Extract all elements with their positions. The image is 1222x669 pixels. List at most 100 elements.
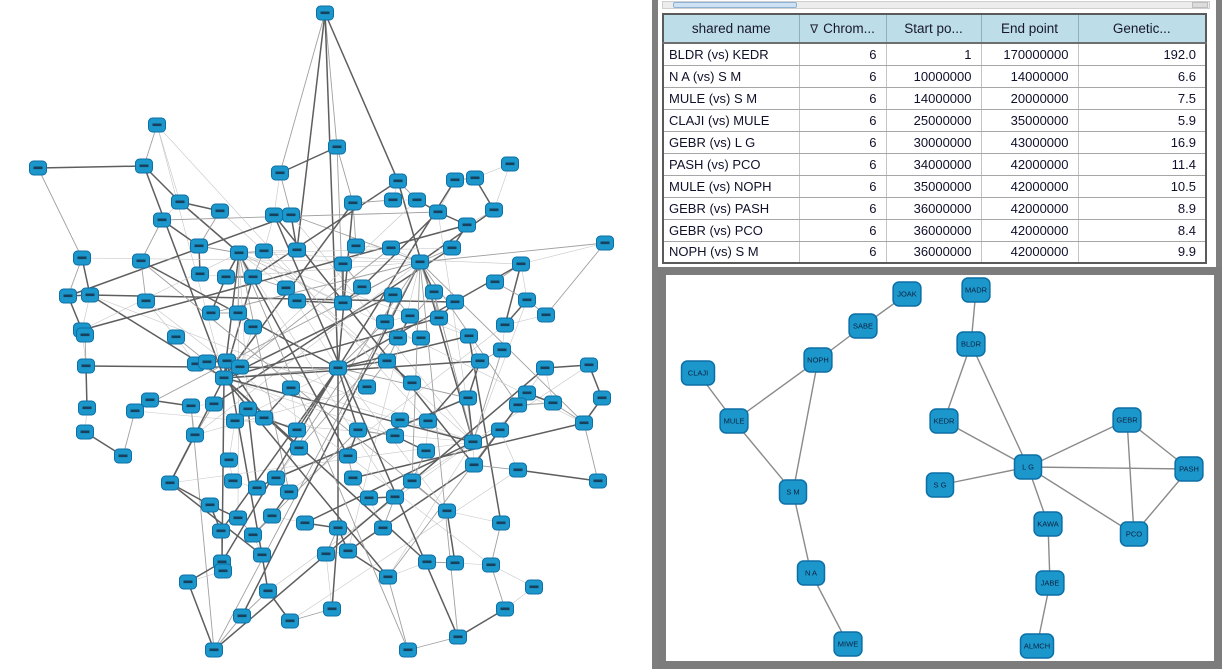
network-node[interactable] bbox=[81, 287, 99, 303]
cell-shared-name[interactable]: N A (vs) S M bbox=[663, 65, 800, 88]
main-network-view[interactable] bbox=[0, 0, 652, 669]
network-node[interactable] bbox=[418, 554, 436, 570]
network-node[interactable] bbox=[382, 240, 400, 256]
network-node[interactable] bbox=[417, 443, 435, 459]
network-node[interactable] bbox=[76, 424, 94, 440]
cell-value[interactable]: 8.9 bbox=[1078, 197, 1207, 220]
cell-value[interactable]: 6 bbox=[799, 131, 887, 154]
network-node[interactable] bbox=[253, 547, 271, 563]
network-node[interactable] bbox=[446, 294, 464, 310]
network-node[interactable] bbox=[239, 401, 257, 417]
network-node[interactable] bbox=[471, 353, 489, 369]
cell-shared-name[interactable]: GEBR (vs) PASH bbox=[663, 197, 800, 220]
subnetwork-node-claji[interactable]: CLAJI bbox=[680, 360, 716, 386]
network-node[interactable] bbox=[430, 310, 448, 326]
network-node[interactable] bbox=[78, 400, 96, 416]
main-network-canvas[interactable] bbox=[0, 0, 652, 669]
cell-value[interactable]: 42000000 bbox=[981, 241, 1079, 264]
network-node[interactable] bbox=[482, 557, 500, 573]
network-node[interactable] bbox=[328, 139, 346, 155]
cell-value[interactable]: 6 bbox=[799, 197, 887, 220]
network-node[interactable] bbox=[215, 370, 233, 386]
cell-value[interactable]: 8.4 bbox=[1078, 219, 1207, 242]
network-node[interactable] bbox=[281, 613, 299, 629]
network-node[interactable] bbox=[317, 546, 335, 562]
scrollbar-thumb[interactable] bbox=[673, 2, 797, 8]
network-node[interactable] bbox=[460, 328, 478, 344]
network-node[interactable] bbox=[425, 284, 443, 300]
network-node[interactable] bbox=[446, 555, 464, 571]
cell-shared-name[interactable]: BLDR (vs) KEDR bbox=[663, 43, 800, 66]
network-node[interactable] bbox=[224, 473, 242, 489]
cell-value[interactable]: 170000000 bbox=[981, 43, 1079, 66]
network-node[interactable] bbox=[217, 269, 235, 285]
network-node[interactable] bbox=[182, 398, 200, 414]
network-node[interactable] bbox=[296, 515, 314, 531]
network-node[interactable] bbox=[288, 242, 306, 258]
cell-value[interactable]: 6.6 bbox=[1078, 65, 1207, 88]
cell-value[interactable]: 6 bbox=[799, 175, 887, 198]
network-node[interactable] bbox=[374, 520, 392, 536]
network-node[interactable] bbox=[438, 503, 456, 519]
network-node[interactable] bbox=[179, 574, 197, 590]
cell-value[interactable]: 11.4 bbox=[1078, 153, 1207, 176]
network-node[interactable] bbox=[191, 266, 209, 282]
cell-shared-name[interactable]: GEBR (vs) PCO bbox=[663, 219, 800, 242]
network-node[interactable] bbox=[464, 434, 482, 450]
network-node[interactable] bbox=[408, 192, 426, 208]
cell-shared-name[interactable]: CLAJI (vs) MULE bbox=[663, 109, 800, 132]
network-node[interactable] bbox=[153, 212, 171, 228]
subnetwork-node-lg[interactable]: L G bbox=[1013, 454, 1043, 480]
subnetwork-node-mule[interactable]: MULE bbox=[719, 408, 749, 434]
network-node[interactable] bbox=[161, 475, 179, 491]
network-node[interactable] bbox=[496, 601, 514, 617]
network-node[interactable] bbox=[492, 515, 510, 531]
scrollbar-end-button[interactable] bbox=[1192, 2, 1208, 8]
network-node[interactable] bbox=[485, 202, 503, 218]
network-node[interactable] bbox=[132, 253, 150, 269]
network-node[interactable] bbox=[265, 207, 283, 223]
network-node[interactable] bbox=[446, 172, 464, 188]
network-node[interactable] bbox=[244, 269, 262, 285]
cell-value[interactable]: 6 bbox=[799, 153, 887, 176]
network-node[interactable] bbox=[512, 256, 530, 272]
network-node[interactable] bbox=[277, 280, 295, 296]
cell-shared-name[interactable]: GEBR (vs) L G bbox=[663, 131, 800, 154]
subnetwork-node-miwe[interactable]: MIWE bbox=[833, 631, 863, 657]
cell-value[interactable]: 30000000 bbox=[886, 131, 982, 154]
cell-value[interactable]: 36000000 bbox=[886, 241, 982, 264]
network-node[interactable] bbox=[411, 254, 429, 270]
cell-shared-name[interactable]: NOPH (vs) S M bbox=[663, 241, 800, 264]
column-header-sharedname[interactable]: shared name bbox=[663, 14, 800, 44]
subnetwork-node-pco[interactable]: PCO bbox=[1119, 521, 1149, 547]
network-node[interactable] bbox=[190, 238, 208, 254]
network-node[interactable] bbox=[339, 543, 357, 559]
network-node[interactable] bbox=[205, 642, 223, 658]
network-node[interactable] bbox=[211, 203, 229, 219]
network-node[interactable] bbox=[518, 385, 536, 401]
network-node[interactable] bbox=[76, 327, 94, 343]
table-row[interactable]: BLDR (vs) KEDR 6 1 170000000 192.0 bbox=[663, 43, 1207, 66]
network-node[interactable] bbox=[212, 523, 230, 539]
table-row[interactable]: MULE (vs) S M 6 14000000 20000000 7.5 bbox=[663, 87, 1207, 110]
subnetwork-node-almch[interactable]: ALMCH bbox=[1019, 633, 1055, 659]
cell-value[interactable]: 6 bbox=[799, 43, 887, 66]
cell-shared-name[interactable]: MULE (vs) NOPH bbox=[663, 175, 800, 198]
cell-value[interactable]: 6 bbox=[799, 219, 887, 242]
subnetwork-node-bldr[interactable]: BLDR bbox=[956, 331, 986, 357]
network-node[interactable] bbox=[358, 379, 376, 395]
network-node[interactable] bbox=[509, 397, 527, 413]
network-node[interactable] bbox=[59, 288, 77, 304]
network-node[interactable] bbox=[77, 358, 95, 374]
network-node[interactable] bbox=[384, 192, 402, 208]
network-node[interactable] bbox=[244, 527, 262, 543]
network-node[interactable] bbox=[575, 415, 593, 431]
network-node[interactable] bbox=[339, 448, 357, 464]
network-node[interactable] bbox=[114, 448, 132, 464]
network-node[interactable] bbox=[316, 5, 334, 21]
column-header-genetic[interactable]: Genetic... bbox=[1078, 14, 1207, 44]
network-node[interactable] bbox=[323, 601, 341, 617]
cell-value[interactable]: 34000000 bbox=[886, 153, 982, 176]
network-node[interactable] bbox=[509, 462, 527, 478]
network-node[interactable] bbox=[202, 305, 220, 321]
